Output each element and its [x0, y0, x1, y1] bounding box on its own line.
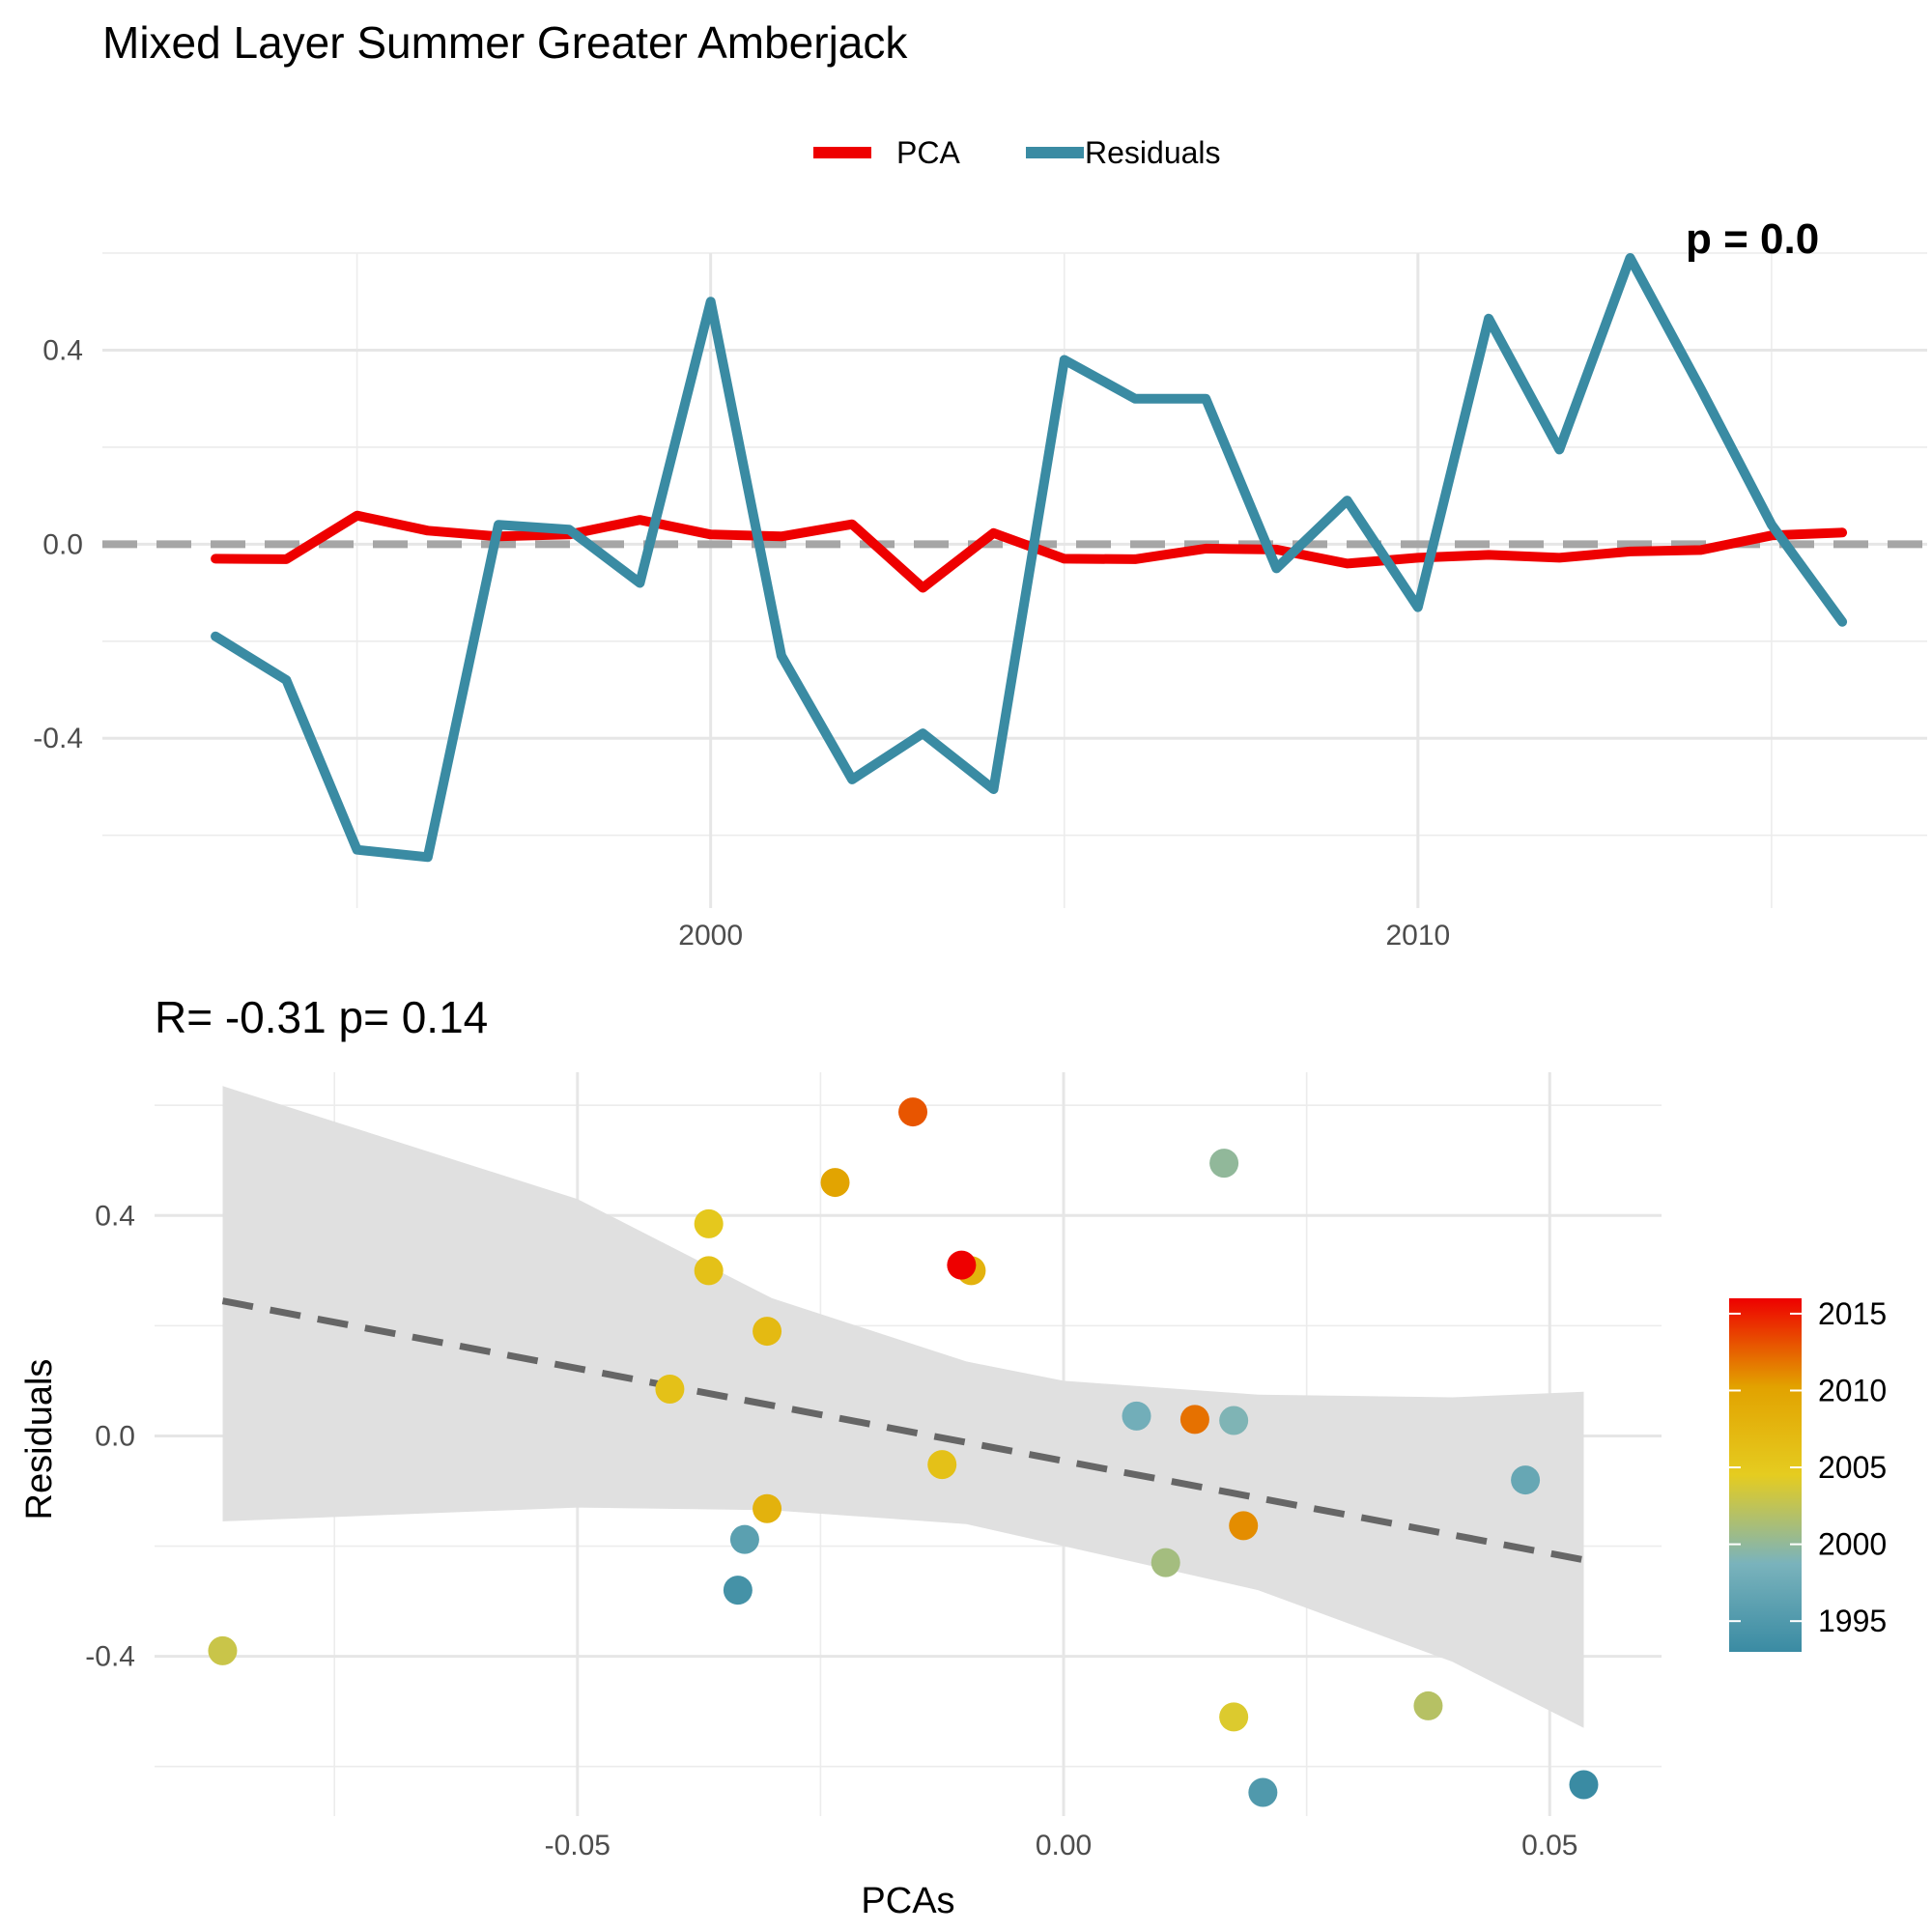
- scatter-point: [1248, 1777, 1278, 1807]
- scatter-point: [1413, 1690, 1443, 1720]
- scatter-point: [1219, 1702, 1249, 1732]
- scatter-point: [1179, 1405, 1209, 1435]
- scatter-point: [1209, 1149, 1239, 1179]
- scatter-points: [208, 1097, 1599, 1807]
- scatter-point: [694, 1208, 724, 1238]
- legend: PCA Residuals: [813, 135, 1221, 170]
- scatter-point: [1511, 1465, 1541, 1495]
- scatter-point: [723, 1576, 753, 1605]
- time-series-lines: [211, 253, 1848, 863]
- scatter-point: [1122, 1401, 1151, 1431]
- scatter-point: [753, 1493, 782, 1523]
- color-scale-bar: [1729, 1298, 1802, 1652]
- x-tick-label: 2000: [678, 920, 743, 952]
- scatter-panel: R= -0.31 p= 0.14 -0.05 0.00 0.05 -0.4 0.0 0.…: [19, 992, 1662, 1921]
- y-tick-label: 0.4: [95, 1200, 135, 1232]
- color-scale-label: 2005: [1818, 1450, 1887, 1485]
- color-scale-label: 2010: [1818, 1373, 1887, 1407]
- scatter-point: [694, 1256, 724, 1286]
- scatter-point: [820, 1168, 850, 1198]
- time-series-x-ticks: 2000 2010: [678, 920, 1450, 952]
- confidence-band: [222, 1086, 1584, 1728]
- scatter-point: [1229, 1511, 1259, 1541]
- clipped-annotation: p = 0.0: [1686, 215, 1819, 263]
- scatter-y-ticks: -0.4 0.0 0.4: [85, 1200, 135, 1672]
- color-scale-ticks: 1995 2000 2005 2010 2015: [1729, 1296, 1887, 1638]
- series-line-residuals: [211, 253, 1848, 863]
- regression-dashed-line: [221, 1297, 1585, 1564]
- scatter-point: [898, 1097, 928, 1127]
- x-tick-label: -0.05: [545, 1830, 611, 1861]
- scatter-point: [753, 1317, 782, 1347]
- x-tick-label: 0.00: [1036, 1830, 1092, 1861]
- time-series-y-ticks: -0.4 0.0 0.4: [33, 334, 83, 754]
- y-axis-title: Residuals: [19, 1359, 60, 1520]
- scatter-point: [1219, 1406, 1249, 1435]
- y-tick-label: -0.4: [85, 1641, 135, 1673]
- figure-title: Mixed Layer Summer Greater Amberjack: [102, 17, 908, 68]
- scatter-point: [729, 1524, 759, 1554]
- confidence-band-area: [222, 1086, 1584, 1728]
- scatter-title: R= -0.31 p= 0.14: [155, 992, 488, 1042]
- scatter-point: [1151, 1548, 1180, 1577]
- time-series-panel: 2000 2010 -0.4 0.0 0.4 p = 0.0: [33, 215, 1927, 952]
- scatter-point: [655, 1374, 685, 1404]
- color-scale-label: 2000: [1818, 1527, 1887, 1562]
- x-tick-label: 2010: [1385, 920, 1450, 952]
- y-tick-label: 0.0: [95, 1420, 135, 1452]
- scatter-point: [208, 1635, 238, 1665]
- scatter-x-ticks: -0.05 0.00 0.05: [545, 1830, 1578, 1861]
- y-tick-label: -0.4: [33, 723, 83, 754]
- color-scale-label: 1995: [1818, 1604, 1887, 1638]
- color-scale-label: 2015: [1818, 1296, 1887, 1331]
- color-scale-legend: 1995 2000 2005 2010 2015: [1729, 1296, 1887, 1652]
- scatter-point: [947, 1250, 977, 1280]
- x-axis-title: PCAs: [861, 1881, 954, 1921]
- y-tick-label: 0.4: [43, 334, 83, 366]
- x-tick-label: 0.05: [1521, 1830, 1577, 1861]
- legend-residuals-label: Residuals: [1085, 135, 1221, 170]
- scatter-point: [1569, 1770, 1599, 1800]
- regression-line: [221, 1297, 1585, 1564]
- scatter-point: [927, 1450, 957, 1480]
- legend-pca-label: PCA: [896, 135, 960, 170]
- y-tick-label: 0.0: [43, 528, 83, 560]
